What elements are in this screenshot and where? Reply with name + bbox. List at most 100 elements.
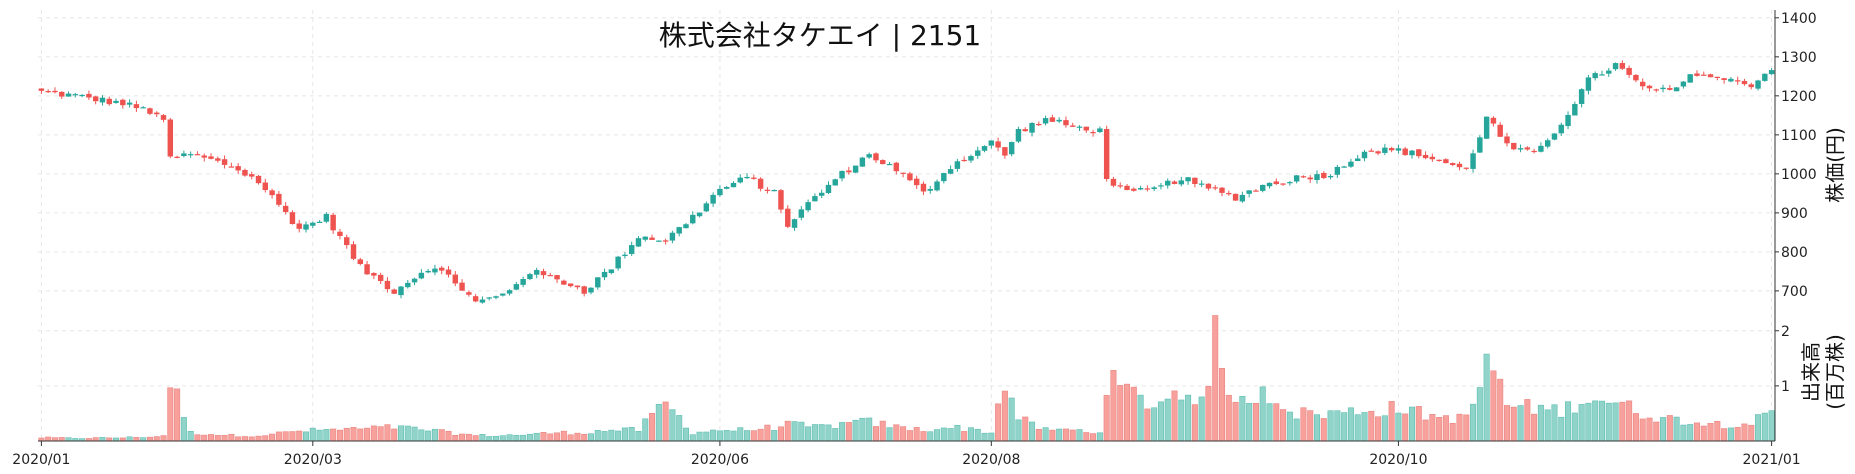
candle-body xyxy=(1185,177,1191,182)
volume-bar xyxy=(961,431,968,442)
candle-body xyxy=(439,267,445,271)
volume-bar xyxy=(1015,419,1022,442)
candle-body xyxy=(846,170,852,173)
x-tick-label: 2020/03 xyxy=(284,452,342,468)
volume-bar xyxy=(506,434,513,442)
volume-bar xyxy=(1578,404,1585,442)
price-tick-label: 700 xyxy=(1781,284,1808,300)
candle-body xyxy=(1565,114,1571,127)
candle-body xyxy=(357,259,364,265)
volume-bar xyxy=(472,435,479,442)
volume-bar xyxy=(811,424,818,442)
volume-bar xyxy=(452,434,459,442)
volume-bar xyxy=(900,426,907,442)
candle-body xyxy=(1110,178,1117,186)
volume-bar xyxy=(92,437,99,442)
candle-body xyxy=(717,188,723,196)
volume-bar xyxy=(1531,413,1538,442)
candle-body xyxy=(296,223,302,229)
volume-bar xyxy=(1151,407,1158,442)
candle-body xyxy=(913,178,920,186)
candle-body xyxy=(1734,80,1741,82)
candle-body xyxy=(690,214,696,224)
candle-body xyxy=(886,163,893,166)
candle-body xyxy=(1646,85,1653,89)
candle-body xyxy=(1246,190,1252,194)
candle-body xyxy=(167,119,174,157)
volume-bar xyxy=(1375,416,1382,442)
volume-bar xyxy=(1096,432,1103,442)
candle-body xyxy=(730,182,737,188)
candle-body xyxy=(120,99,126,106)
volume-bar xyxy=(744,430,751,442)
volume-bar xyxy=(716,430,723,442)
x-tick-label: 2021/01 xyxy=(1743,452,1801,468)
volume-bar xyxy=(764,424,771,442)
volume-bar xyxy=(370,425,377,442)
candle-body xyxy=(1504,136,1510,144)
volume-bar xyxy=(777,426,784,442)
volume-bar xyxy=(1449,422,1456,442)
candle-body xyxy=(1639,81,1646,87)
candle-body xyxy=(920,183,927,192)
volume-bar xyxy=(1130,386,1137,442)
volume-bar xyxy=(411,426,418,442)
volume-bar xyxy=(1470,403,1477,442)
volume-bar xyxy=(1368,410,1375,442)
volume-bar xyxy=(954,424,961,442)
candle-body xyxy=(947,169,954,174)
price-tick-label: 1000 xyxy=(1781,167,1817,183)
volume-bar xyxy=(560,430,567,442)
candle-body xyxy=(1131,188,1137,191)
volume-bar xyxy=(51,437,58,442)
volume-layer xyxy=(38,315,1775,442)
candle-body xyxy=(1165,180,1171,186)
candle-body xyxy=(1137,188,1144,190)
volume-bar xyxy=(45,436,52,442)
candle-body xyxy=(1402,148,1408,156)
candle-body xyxy=(1348,161,1354,167)
volume-bar xyxy=(1239,395,1246,442)
candle-body xyxy=(1531,150,1537,153)
volume-bar xyxy=(357,428,364,442)
candle-body xyxy=(852,165,859,173)
candle-body xyxy=(181,153,187,157)
candle-body xyxy=(1029,123,1035,133)
candle-body xyxy=(805,202,811,211)
volume-bar xyxy=(866,417,873,442)
volume-bar xyxy=(1124,383,1131,442)
volume-bar xyxy=(615,430,622,442)
volume-bar xyxy=(798,421,805,442)
candle-body xyxy=(1714,76,1721,78)
candle-body xyxy=(1395,148,1402,151)
volume-bar xyxy=(1490,370,1497,442)
axis-layer: 700 800 900 1000 1100 1200 1300 1400 1 2 2020/01 20… xyxy=(12,10,1817,468)
candle-body xyxy=(1422,154,1429,159)
x-tick-label: 2020/10 xyxy=(1369,452,1427,468)
volume-bar xyxy=(1178,399,1185,442)
candle-body xyxy=(941,173,947,182)
candle-body xyxy=(500,293,506,296)
candle-body xyxy=(547,275,553,277)
price-tick-label: 1100 xyxy=(1781,128,1817,144)
candle-body xyxy=(540,271,547,276)
volume-bar xyxy=(533,432,540,442)
candle-body xyxy=(1490,117,1497,124)
candle-body xyxy=(1694,73,1700,76)
candle-body xyxy=(310,222,316,226)
candle-body xyxy=(1192,177,1198,184)
volume-bar xyxy=(1354,414,1361,442)
volume-bar xyxy=(1185,394,1192,442)
volume-bar xyxy=(1463,414,1470,442)
volume-bar xyxy=(920,431,927,442)
candle-body xyxy=(818,192,825,196)
volume-bar xyxy=(1212,315,1219,442)
candle-body xyxy=(988,140,995,146)
candle-body xyxy=(1748,84,1754,88)
candle-body xyxy=(364,264,370,275)
volume-bar xyxy=(628,427,635,442)
candle-body xyxy=(452,274,459,284)
candle-body xyxy=(1327,175,1334,178)
volume-bar xyxy=(1225,394,1232,442)
candle-body xyxy=(432,268,438,273)
